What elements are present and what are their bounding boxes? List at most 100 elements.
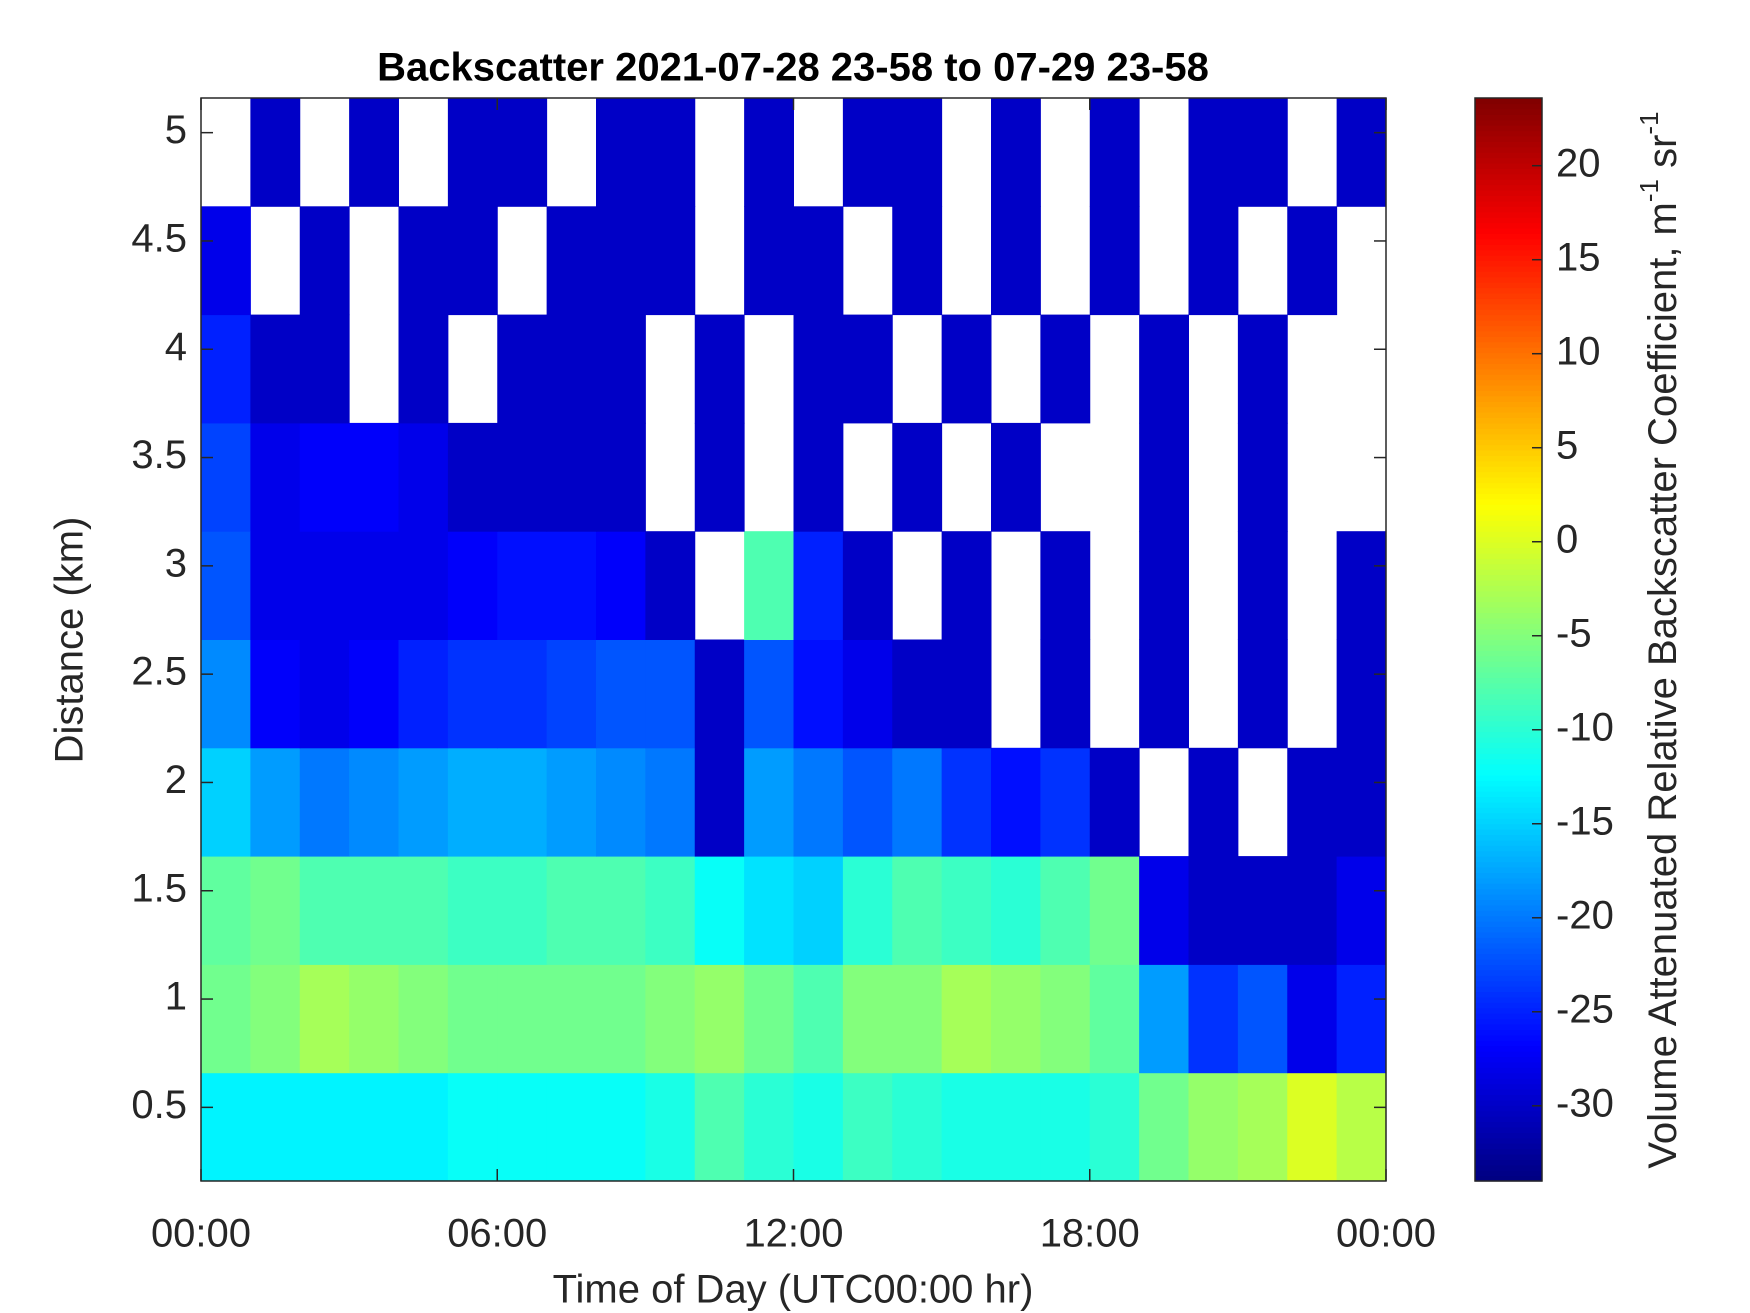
heatmap-cell (941, 747, 992, 857)
heatmap-cell (941, 1072, 992, 1182)
colorbar-swatch (1475, 417, 1542, 424)
colorbar-swatch (1475, 801, 1542, 808)
colorbar-swatch (1475, 861, 1542, 868)
colorbar-swatch (1475, 563, 1542, 570)
colorbar-swatch (1475, 899, 1542, 906)
heatmap-cell (1336, 964, 1387, 1074)
heatmap-cell (645, 639, 696, 749)
heatmap-cell (1287, 747, 1338, 857)
heatmap-cell (201, 964, 251, 1074)
colorbar-swatch (1475, 125, 1542, 132)
colorbar-swatch (1475, 320, 1542, 327)
heatmap-cell (991, 747, 1041, 857)
colorbar-swatch (1475, 379, 1542, 386)
heatmap-cell (299, 422, 350, 532)
heatmap-cell (645, 747, 696, 857)
heatmap-cell (892, 1072, 943, 1182)
colorbar-swatch (1475, 1126, 1542, 1133)
y-tick-label: 3 (165, 541, 187, 585)
colorbar-tick-label: -10 (1556, 705, 1614, 749)
heatmap-cell (1336, 1072, 1387, 1182)
colorbar-tick-label: 5 (1556, 423, 1578, 467)
colorbar-swatch (1475, 1164, 1542, 1171)
heatmap-cell (201, 747, 251, 857)
heatmap-cell (546, 639, 597, 749)
heatmap-cell (991, 98, 1041, 207)
x-tick-label: 00:00 (1336, 1212, 1436, 1256)
colorbar-swatch (1475, 1159, 1542, 1166)
heatmap-cell (299, 856, 350, 965)
colorbar-swatch (1475, 969, 1542, 976)
colorbar-swatch (1475, 666, 1542, 673)
heatmap-cell (349, 964, 399, 1074)
heatmap-cell (1188, 856, 1239, 965)
colorbar-swatch (1475, 130, 1542, 137)
heatmap-cell (892, 747, 943, 857)
heatmap-cell (447, 1072, 498, 1182)
heatmap-cell (1040, 314, 1091, 424)
heatmap-cell (1287, 856, 1338, 965)
heatmap-cell (201, 1072, 251, 1182)
colorbar-swatch (1475, 487, 1542, 494)
colorbar-swatch (1475, 141, 1542, 148)
chart-title: Backscatter 2021-07-28 23-58 to 07-29 23… (377, 46, 1209, 90)
colorbar-swatch (1475, 433, 1542, 440)
colorbar-swatch (1475, 460, 1542, 467)
heatmap-cell (645, 531, 696, 640)
heatmap-cell (201, 531, 251, 640)
colorbar-swatch (1475, 222, 1542, 229)
colorbar-swatch (1475, 482, 1542, 489)
colorbar-swatch (1475, 520, 1542, 527)
colorbar-tick-label: 20 (1556, 141, 1601, 185)
colorbar-swatch (1475, 363, 1542, 370)
heatmap-cell (694, 856, 745, 965)
heatmap-cell (1336, 531, 1387, 640)
colorbar-swatch (1475, 866, 1542, 873)
heatmap-cell (694, 314, 745, 424)
heatmap-cell (546, 206, 597, 316)
colorbar-swatch (1475, 238, 1542, 245)
colorbar-swatch (1475, 634, 1542, 641)
colorbar-tick-label: -5 (1556, 611, 1592, 655)
colorbar-swatch (1475, 612, 1542, 619)
heatmap-cell (645, 964, 696, 1074)
colorbar-swatch (1475, 249, 1542, 256)
x-tick-label: 06:00 (447, 1212, 547, 1256)
heatmap-cell (744, 206, 794, 316)
heatmap-cell (447, 856, 498, 965)
colorbar-swatch (1475, 1132, 1542, 1139)
colorbar-swatch (1475, 894, 1542, 901)
colorbar-swatch (1475, 542, 1542, 549)
heatmap-cell (1040, 964, 1091, 1074)
colorbar-swatch (1475, 157, 1542, 164)
colorbar-swatch (1475, 412, 1542, 419)
heatmap-cell (793, 964, 844, 1074)
heatmap-cell (842, 747, 893, 857)
colorbar-swatch (1475, 536, 1542, 543)
colorbar-swatch (1475, 791, 1542, 798)
heatmap-cell (447, 206, 498, 316)
heatmap-cell (842, 314, 893, 424)
colorbar-swatch (1475, 341, 1542, 348)
colorbar-swatch (1475, 644, 1542, 651)
y-tick-label: 0.5 (131, 1083, 187, 1127)
colorbar-swatch (1475, 1088, 1542, 1095)
heatmap-cell (250, 639, 301, 749)
colorbar-swatch (1475, 477, 1542, 484)
colorbar-swatch (1475, 406, 1542, 413)
colorbar-swatch (1475, 829, 1542, 836)
colorbar-swatch (1475, 742, 1542, 749)
colorbar-swatch (1475, 152, 1542, 159)
colorbar-swatch (1475, 303, 1542, 310)
colorbar-swatch (1475, 439, 1542, 446)
colorbar-swatch (1475, 558, 1542, 565)
colorbar-swatch (1475, 1056, 1542, 1063)
heatmap-cell (1237, 314, 1288, 424)
colorbar-swatch (1475, 996, 1542, 1003)
heatmap-cell (1089, 206, 1140, 316)
colorbar-swatch (1475, 352, 1542, 359)
heatmap-cell (941, 639, 992, 749)
colorbar-swatch (1475, 780, 1542, 787)
heatmap-cell (497, 639, 548, 749)
